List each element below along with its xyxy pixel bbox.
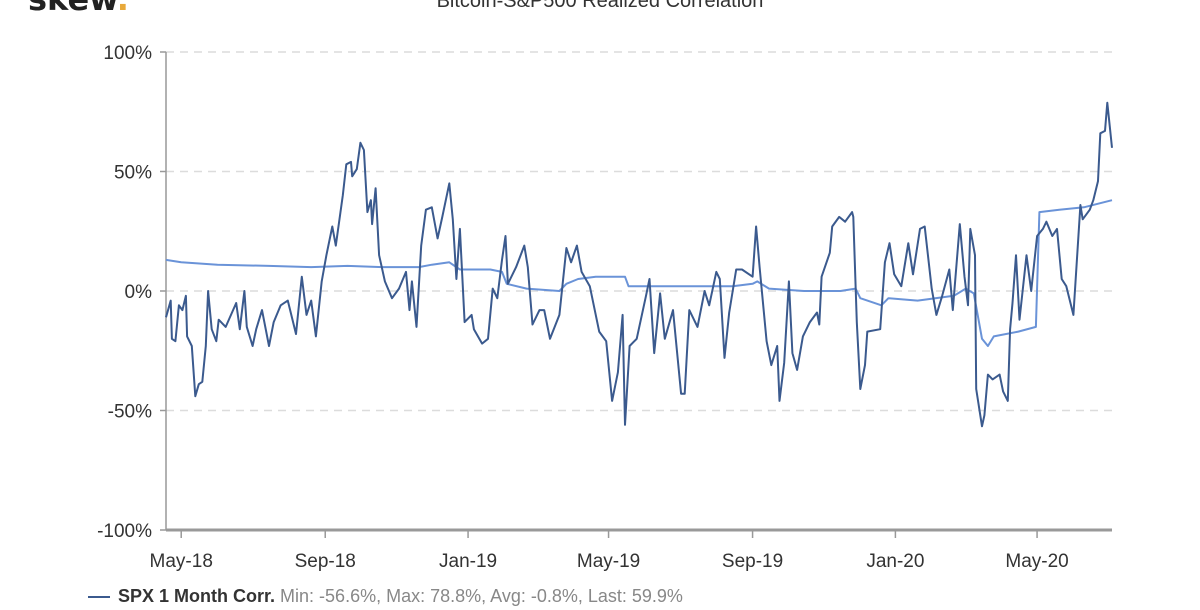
y-tick-label: 50%	[114, 163, 152, 184]
chart-title: Bitcoin-S&P500 Realized Correlation	[436, 0, 764, 12]
x-tick-label: Jan-20	[866, 551, 924, 572]
x-tick-label: Sep-18	[295, 551, 356, 572]
x-tick-label: May-20	[1005, 551, 1068, 572]
x-tick-label: Jan-19	[439, 551, 497, 572]
legend-series-stats: Min: -56.6%, Max: 78.8%, Avg: -0.8%, Las…	[280, 586, 683, 606]
series-line-spx-1-month-corr	[165, 101, 1113, 428]
legend-swatch	[88, 596, 110, 599]
legend-series-name: SPX 1 Month Corr.	[118, 586, 276, 606]
y-tick-label: -50%	[108, 402, 152, 423]
y-tick-label: 100%	[103, 43, 152, 64]
series-lines	[165, 101, 1113, 428]
x-tick-label: May-19	[577, 551, 640, 572]
logo-text: skew	[28, 0, 117, 18]
y-tick-label: -100%	[97, 521, 152, 542]
series-line-2	[165, 199, 1113, 347]
logo-dot: .	[117, 0, 129, 18]
legend[interactable]: SPX 1 Month Corr. Min: -56.6%, Max: 78.8…	[88, 586, 683, 607]
axes: 100% 50% 0% -50% -100% May-18 Sep-18 Jan-19 May-…	[97, 43, 1112, 572]
skew-logo: skew.	[28, 0, 129, 18]
x-tick-label: Sep-19	[722, 551, 783, 572]
y-tick-label: 0%	[125, 282, 153, 303]
x-tick-label: May-18	[150, 551, 213, 572]
